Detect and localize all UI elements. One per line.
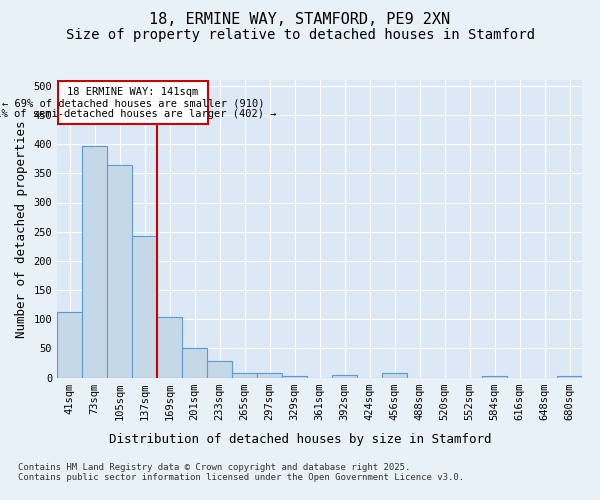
Bar <box>157 317 182 378</box>
Bar <box>257 373 282 378</box>
Bar <box>332 374 357 378</box>
Bar <box>58 81 208 124</box>
Bar <box>207 360 232 378</box>
Bar <box>482 376 507 378</box>
Bar <box>132 236 157 378</box>
Text: 18, ERMINE WAY, STAMFORD, PE9 2XN: 18, ERMINE WAY, STAMFORD, PE9 2XN <box>149 12 451 28</box>
Bar <box>557 376 582 378</box>
Text: Size of property relative to detached houses in Stamford: Size of property relative to detached ho… <box>65 28 535 42</box>
Text: 31% of semi-detached houses are larger (402) →: 31% of semi-detached houses are larger (… <box>0 110 277 120</box>
Bar <box>232 373 257 378</box>
Text: Contains HM Land Registry data © Crown copyright and database right 2025.
Contai: Contains HM Land Registry data © Crown c… <box>18 462 464 482</box>
Bar <box>182 348 207 378</box>
Bar <box>107 164 132 378</box>
Text: 18 ERMINE WAY: 141sqm: 18 ERMINE WAY: 141sqm <box>67 87 199 97</box>
Bar <box>382 374 407 378</box>
Text: ← 69% of detached houses are smaller (910): ← 69% of detached houses are smaller (91… <box>2 98 264 108</box>
Bar <box>57 312 82 378</box>
Bar <box>282 376 307 378</box>
Bar <box>82 146 107 378</box>
Y-axis label: Number of detached properties: Number of detached properties <box>15 120 28 338</box>
Text: Distribution of detached houses by size in Stamford: Distribution of detached houses by size … <box>109 432 491 446</box>
